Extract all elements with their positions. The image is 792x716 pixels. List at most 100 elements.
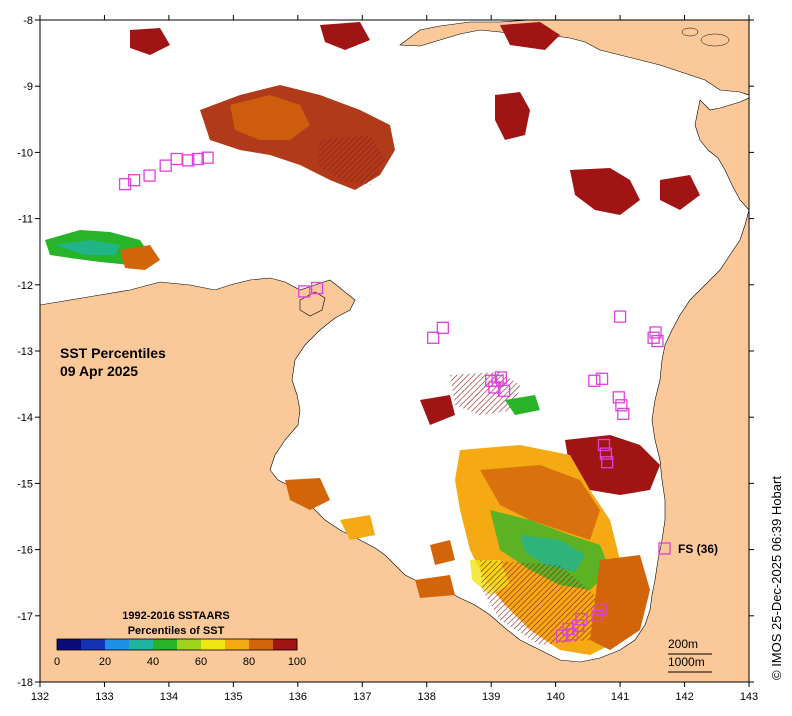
credit-text: © IMOS 25-Dec-2025 06:39 Hobart [769, 476, 784, 680]
y-tick-label: -9 [23, 81, 33, 93]
scale-label-200m: 200m [668, 637, 698, 651]
x-tick-label: 140 [546, 691, 564, 703]
map-title-line1: SST Percentiles [60, 345, 166, 361]
float-marker [555, 629, 569, 642]
float-marker [649, 326, 662, 339]
sst-patch-hot [570, 168, 640, 215]
legend-color-swatch [273, 639, 298, 650]
x-tick-label: 135 [224, 691, 242, 703]
sst-patch-hot [660, 175, 700, 210]
float-marker [485, 374, 498, 387]
y-tick-label: -16 [17, 545, 33, 557]
sst-patch-hot [495, 92, 530, 140]
sst-patch-hot [420, 395, 455, 425]
legend-color-swatch [153, 639, 178, 650]
float-marker [427, 331, 440, 344]
legend-color-swatch [201, 639, 226, 650]
y-axis: -8 -9 -10 -11 -12 -13 -14 -15 -16 -17 -18 [17, 15, 754, 689]
float-marker [311, 281, 324, 295]
sst-patch-warm [230, 95, 310, 140]
y-tick-label: -8 [23, 15, 33, 27]
float-marker [613, 310, 627, 323]
legend-color-swatch [249, 639, 274, 650]
x-tick-label: 143 [740, 691, 758, 703]
x-tick-label: 141 [611, 691, 629, 703]
float-marker [615, 399, 628, 412]
legend-title-1: 1992-2016 SSTAARS [122, 610, 229, 622]
land-island [681, 27, 699, 37]
sst-patch-warm [415, 575, 455, 598]
float-marker [612, 391, 625, 404]
float-marker [127, 174, 141, 187]
float-marker [298, 285, 311, 298]
legend-tick-labels: 0 20 40 60 80 100 [54, 656, 306, 668]
float-marker [601, 456, 614, 469]
sst-patch-hot [320, 22, 370, 50]
sst-patch-warm [480, 465, 600, 540]
legend-color-swatch [81, 639, 106, 650]
legend-tick-label: 40 [147, 656, 159, 668]
legend-bar-frame [56, 638, 298, 651]
float-marker [488, 381, 501, 394]
legend-color-swatch [177, 639, 202, 650]
float-marker [201, 151, 214, 164]
y-tick-label: -17 [17, 611, 33, 623]
y-tick-label: -12 [17, 280, 33, 292]
x-tick-label: 138 [418, 691, 436, 703]
color-legend: 1992-2016 SSTAARS Percentiles of SST 0 20… [54, 610, 306, 668]
legend-tick-label: 100 [288, 656, 306, 668]
float-marker [491, 374, 504, 387]
map-title-line2: 09 Apr 2025 [60, 363, 138, 379]
legend-color-bar [56, 638, 298, 651]
x-tick-label: 136 [289, 691, 307, 703]
y-tick-label: -13 [17, 346, 33, 358]
scale-label-1000m: 1000m [668, 655, 705, 669]
sst-patch-hot [500, 22, 560, 50]
legend-color-swatch [57, 639, 82, 650]
x-tick-label: 142 [675, 691, 693, 703]
legend-color-swatch [105, 639, 130, 650]
float-marker [191, 152, 205, 166]
legend-color-swatch [225, 639, 250, 650]
x-tick-label: 132 [31, 691, 49, 703]
land-new-guinea [399, 20, 749, 96]
legend-title-2: Percentiles of SST [128, 625, 225, 637]
float-marker [497, 384, 511, 397]
land-island [700, 33, 730, 47]
y-tick-label: -18 [17, 677, 33, 689]
sst-patch-warm [120, 245, 160, 270]
float-marker [651, 334, 664, 348]
float-markers [118, 151, 664, 642]
sst-patch-green [505, 395, 540, 415]
legend-tick-label: 80 [243, 656, 255, 668]
legend-tick-label: 20 [99, 656, 111, 668]
float-marker [159, 159, 172, 172]
sst-patch-warm [285, 478, 330, 510]
land-cape-york [694, 97, 749, 211]
float-marker [599, 447, 613, 460]
float-marker [617, 407, 630, 421]
float-legend-label: FS (36) [678, 542, 718, 556]
float-marker [588, 374, 601, 387]
float-marker [143, 169, 156, 182]
sst-patch-hatch [318, 135, 385, 185]
float-marker [118, 178, 132, 191]
float-legend-marker [658, 542, 671, 555]
y-tick-label: -14 [17, 412, 33, 424]
land-groote-eylandt [299, 291, 326, 317]
float-marker [436, 321, 449, 334]
sst-patch-cyan [520, 535, 585, 572]
float-marker [597, 438, 611, 452]
sst-patch-warm [340, 515, 375, 540]
float-marker [494, 371, 508, 384]
y-tick-label: -15 [17, 478, 33, 490]
sst-patch-warm [430, 540, 455, 565]
x-tick-label: 137 [353, 691, 371, 703]
float-marker [591, 609, 604, 622]
x-tick-label: 134 [160, 691, 178, 703]
sst-patch-hot [130, 28, 170, 55]
float-marker [575, 612, 588, 626]
float-marker [595, 372, 609, 385]
y-tick-label: -10 [17, 147, 33, 159]
